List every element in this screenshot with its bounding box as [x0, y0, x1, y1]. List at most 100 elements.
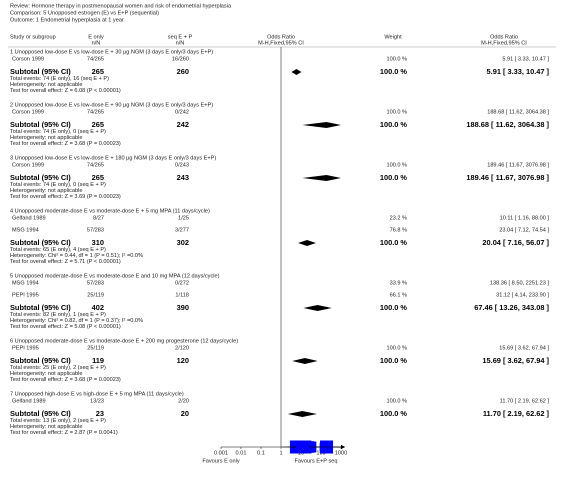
weight: 100.0 % — [386, 345, 407, 351]
column-header: Study or subgroup — [10, 34, 56, 40]
study-name: Corson 1999 — [12, 56, 44, 62]
events-e-only: 74/265 — [87, 109, 104, 115]
subtotal-seq: 260 — [177, 67, 189, 76]
subtotal-seq: 242 — [177, 120, 189, 129]
column-header: n/N — [92, 40, 101, 46]
weight: 33.9 % — [390, 280, 407, 286]
subtotal-diamond — [302, 122, 341, 128]
heterogeneity: Heterogeneity: Chi² = 0.82, df = 1 (P = … — [10, 318, 143, 324]
column-header: E only — [88, 34, 104, 40]
subtotal-label: Subtotal (95% CI) — [10, 303, 71, 312]
total-events: Total events: 25 (E only), 2 (seq E + P) — [10, 365, 106, 371]
effect-estimate: 31.12 [ 4.14, 233.90 ] — [496, 292, 549, 298]
favours-left: Favours E only — [202, 458, 240, 464]
subtotal-e-only: 402 — [92, 303, 104, 312]
events-e-only: 13/23 — [90, 398, 104, 404]
events-seq: 2/20 — [178, 398, 189, 404]
study-name: Corson 1999 — [12, 109, 44, 115]
heterogeneity: Heterogeneity: not applicable — [10, 371, 82, 377]
subtotal-diamond — [298, 240, 316, 246]
heterogeneity: Heterogeneity: not applicable — [10, 135, 82, 141]
subgroup-title: 1 Unopposed low-dose E vs low-dose E + 3… — [10, 49, 213, 55]
events-e-only: 57/283 — [87, 227, 104, 233]
overall-effect: Test for overall effect: Z = 2.87 (P = 0… — [10, 430, 118, 436]
events-seq: 0/242 — [175, 109, 189, 115]
column-header: Weight — [384, 34, 402, 40]
subtotal-weight: 100.0 % — [380, 238, 408, 247]
subtotal-estimate: 67.46 [ 13.26, 343.08 ] — [474, 303, 549, 312]
subtotal-e-only: 265 — [92, 173, 104, 182]
subtotal-label: Subtotal (95% CI) — [10, 238, 71, 247]
subtotal-estimate: 188.68 [ 11.62, 3064.38 ] — [466, 120, 549, 129]
weight: 100.0 % — [386, 56, 407, 62]
overall-effect: Test for overall effect: Z = 3.68 (P = 0… — [10, 141, 121, 147]
study-name: PEPI 1995 — [12, 345, 39, 351]
study-name: Corson 1999 — [12, 162, 44, 168]
subtotal-e-only: 119 — [92, 356, 104, 365]
x-tick-label: 1000 — [335, 450, 347, 456]
heterogeneity: Heterogeneity: not applicable — [10, 82, 82, 88]
favours-right: Favours E+P seq — [295, 458, 338, 464]
subtotal-weight: 100.0 % — [380, 173, 408, 182]
column-header: n/N — [176, 40, 185, 46]
subtotal-estimate: 11.70 [ 2.19, 62.62 ] — [483, 409, 550, 418]
events-seq: 0/272 — [175, 280, 189, 286]
subtotal-label: Subtotal (95% CI) — [10, 356, 71, 365]
subtotal-e-only: 265 — [92, 120, 104, 129]
subtotal-weight: 100.0 % — [380, 409, 408, 418]
events-seq: 2/120 — [175, 345, 189, 351]
subtotal-seq: 390 — [177, 303, 189, 312]
total-events: Total events: 74 (E only), 16 (seq E + P… — [10, 76, 109, 82]
study-square — [295, 440, 309, 454]
events-e-only: 57/283 — [87, 280, 104, 286]
heterogeneity: Heterogeneity: not applicable — [10, 424, 82, 430]
subtotal-label: Subtotal (95% CI) — [10, 173, 71, 182]
study-name: MSG 1994 — [12, 280, 39, 286]
study-name: PEPI 1995 — [12, 292, 39, 298]
subtotal-label: Subtotal (95% CI) — [10, 120, 71, 129]
subtotal-weight: 100.0 % — [380, 303, 408, 312]
events-seq: 1/25 — [178, 215, 189, 221]
subgroup-title: 5 Unopposed moderate-dose E vs moderate-… — [10, 273, 220, 279]
weight: 76.8 % — [390, 227, 407, 233]
subtotal-diamond — [291, 69, 302, 75]
column-header: Odds Ratio — [267, 34, 295, 40]
subgroup-title: 7 Unopposed high-dose E vs high-dose E +… — [10, 391, 184, 397]
events-seq: 16/260 — [172, 56, 189, 62]
effect-estimate: 189.46 [ 11.67, 3076.98 ] — [487, 162, 549, 168]
x-tick-label: 0.001 — [214, 450, 228, 456]
events-e-only: 25/119 — [87, 292, 104, 298]
heterogeneity: Heterogeneity: Chi² = 0.44, df = 1 (P = … — [10, 253, 143, 259]
subgroup-title: 3 Unopposed low-dose E vs low-dose E + 1… — [10, 155, 216, 161]
events-e-only: 74/265 — [87, 56, 104, 62]
total-events: Total events: 82 (E only), 1 (seq E + P) — [10, 312, 106, 318]
subtotal-e-only: 23 — [96, 409, 104, 418]
comparison: Comparison: 5 Unopposed estrogen (E) vs … — [10, 10, 159, 16]
subtotal-estimate: 20.04 [ 7.16, 56.07 ] — [482, 238, 549, 247]
x-tick-label: 1 — [279, 450, 282, 456]
subtotal-estimate: 15.69 [ 3.62, 67.94 ] — [482, 356, 549, 365]
events-e-only: 74/265 — [87, 162, 104, 168]
effect-estimate: 138.36 [ 8.50, 2251.23 ] — [490, 280, 550, 286]
subtotal-seq: 243 — [177, 173, 189, 182]
outcome: Outcome: 1 Endometrial hyperplasia at 1 … — [10, 17, 124, 23]
total-events: Total events: 74 (E only), 0 (seq E + P) — [10, 182, 106, 188]
study-name: Gelfand 1989 — [12, 215, 46, 221]
subgroup-title: 6 Unopposed moderate-dose E vs moderate-… — [10, 338, 238, 344]
x-tick-label: 0.1 — [257, 450, 265, 456]
subtotal-e-only: 310 — [92, 238, 104, 247]
subtotal-diamond — [303, 305, 332, 311]
subtotal-diamond — [292, 358, 318, 364]
study-name: MSG 1994 — [12, 227, 39, 233]
subtotal-weight: 100.0 % — [380, 120, 408, 129]
weight: 100.0 % — [386, 109, 407, 115]
heterogeneity: Heterogeneity: not applicable — [10, 188, 82, 194]
subtotal-estimate: 189.46 [ 11.67, 3076.98 ] — [466, 173, 549, 182]
overall-effect: Test for overall effect: Z = 3.69 (P = 0… — [10, 194, 121, 200]
subtotal-diamond — [302, 175, 341, 181]
effect-estimate: 11.70 [ 2.19, 62.62 ] — [500, 398, 550, 404]
overall-effect: Test for overall effect: Z = 5.71 (P < 0… — [10, 259, 121, 265]
total-events: Total events: 13 (E only), 2 (seq E + P) — [10, 418, 106, 424]
events-e-only: 8/27 — [93, 215, 104, 221]
